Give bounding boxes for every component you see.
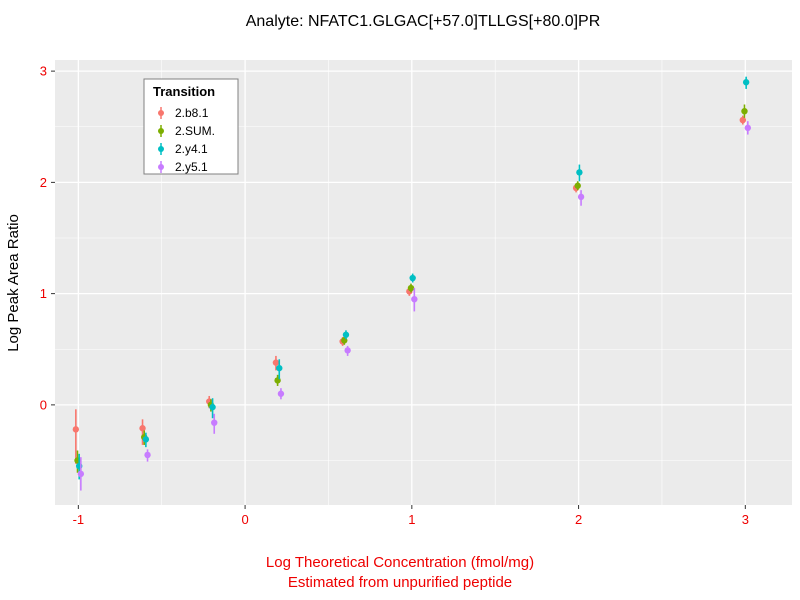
legend-title: Transition (153, 84, 215, 99)
legend-key-point-icon (158, 164, 164, 170)
legend-item-label: 2.SUM. (175, 124, 215, 138)
y-tick-label: 1 (40, 286, 47, 301)
data-point (411, 295, 418, 303)
data-point (277, 390, 285, 397)
y-tick-label: 0 (40, 397, 47, 412)
y-tick-label: 2 (40, 175, 47, 190)
y-tick-label: 3 (40, 64, 47, 79)
y-axis-label: Log Peak Area Ratio (5, 214, 22, 352)
x-axis-sublabel: Estimated from unpurified peptide (288, 574, 512, 591)
legend-item-label: 2.b8.1 (175, 106, 209, 120)
data-point (209, 403, 216, 411)
data-point (77, 470, 85, 478)
x-tick-label: 3 (742, 512, 749, 527)
chart-title: Analyte: NFATC1.GLGAC[+57.0]TLLGS[+80.0]… (246, 13, 601, 30)
legend-key-point-icon (158, 110, 164, 116)
x-tick-label: 0 (241, 512, 248, 527)
legend-key-point-icon (158, 146, 164, 152)
data-point (577, 193, 585, 201)
data-point (407, 284, 415, 292)
data-point (342, 331, 350, 338)
data-point (576, 169, 583, 176)
data-point (741, 107, 748, 115)
x-tick-label: 2 (575, 512, 582, 527)
data-point (409, 274, 416, 282)
legend-box (143, 78, 239, 175)
data-point (744, 124, 752, 132)
data-point (742, 79, 750, 86)
legend-item-label: 2.y5.1 (175, 160, 208, 174)
legend-key-point-icon (158, 128, 164, 134)
x-tick-label: -1 (73, 512, 85, 527)
data-point (344, 347, 351, 354)
data-point (139, 425, 146, 432)
legend-item-label: 2.y4.1 (175, 142, 208, 156)
data-point (739, 116, 747, 124)
data-point (272, 359, 280, 366)
data-point (276, 364, 283, 372)
data-point (574, 182, 581, 189)
data-point (72, 426, 80, 433)
x-tick-label: 1 (408, 512, 415, 527)
data-point (211, 419, 218, 426)
x-axis-label: Log Theoretical Concentration (fmol/mg) (266, 554, 534, 571)
data-point (144, 451, 151, 459)
plot-panel-layer: -1 0 1 2 3 0 1 2 3 Transition 2.b8.1 2.SUM. 2.y4.1 2.… (40, 60, 792, 527)
data-point (142, 436, 150, 443)
